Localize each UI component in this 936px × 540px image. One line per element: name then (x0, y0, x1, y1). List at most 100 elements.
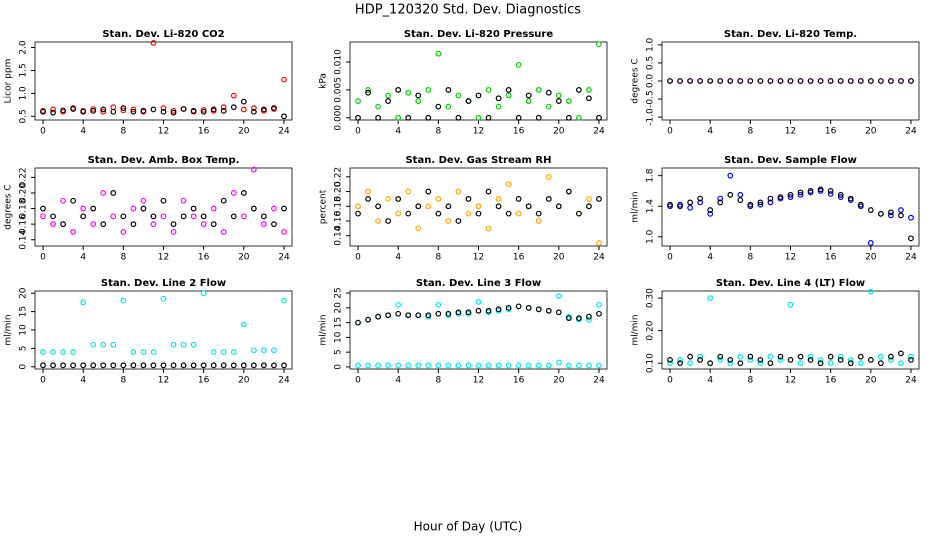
data-point (355, 114, 361, 121)
y-tick-label: 0.18 (19, 198, 29, 218)
x-tick-label: 12 (158, 376, 169, 386)
data-point (80, 362, 87, 369)
data-point (455, 362, 462, 369)
data-point (455, 309, 462, 316)
data-point (807, 357, 814, 363)
x-tick-label: 24 (905, 376, 917, 386)
data-point (130, 205, 137, 212)
data-point (817, 360, 824, 367)
data-point (737, 353, 744, 360)
data-point (687, 360, 694, 367)
data-point (250, 166, 257, 173)
data-point (697, 353, 704, 360)
data-point (100, 190, 107, 196)
data-point (190, 107, 197, 114)
y-axis-label: ml/min (319, 314, 329, 345)
data-point (575, 210, 582, 217)
data-point (180, 213, 187, 220)
data-point (575, 114, 582, 121)
data-point (120, 105, 127, 111)
data-point (515, 61, 522, 68)
data-point (385, 218, 392, 224)
y-tick-label: 0.005 (334, 77, 344, 103)
x-tick-label: 20 (865, 127, 877, 137)
data-point (697, 357, 704, 363)
data-point (908, 78, 914, 84)
data-point (737, 360, 744, 367)
data-point (170, 107, 177, 114)
data-point (425, 87, 432, 93)
data-point (160, 105, 167, 111)
data-point (50, 349, 56, 355)
x-tick-label: 20 (238, 127, 250, 137)
x-tick-label: 16 (825, 127, 837, 137)
main-title: HDP_120320 Std. Dev. Diagnostics (355, 3, 581, 18)
data-point (505, 181, 512, 188)
x-tick-label: 4 (80, 253, 86, 263)
data-point (220, 104, 227, 111)
data-point (465, 309, 472, 316)
data-point (140, 107, 147, 114)
data-point (110, 108, 117, 115)
y-tick-label: 0.14 (334, 225, 344, 245)
data-point (60, 107, 67, 114)
data-point (667, 78, 673, 84)
data-point (887, 357, 894, 363)
x-tick-label: 12 (158, 253, 169, 263)
data-point (877, 210, 884, 217)
data-point (757, 199, 764, 206)
x-tick-label: 0 (355, 127, 361, 137)
data-point (797, 353, 804, 360)
data-point (405, 362, 412, 369)
x-axis-label: Hour of Day (UTC) (414, 520, 523, 534)
data-point (525, 203, 532, 210)
data-point (425, 114, 432, 121)
y-axis-label: percent (319, 189, 329, 224)
data-point (60, 221, 67, 228)
data-point (120, 229, 127, 235)
data-point (375, 313, 382, 320)
data-point (220, 229, 227, 235)
data-point (797, 78, 804, 84)
data-point (90, 106, 97, 112)
data-point (817, 78, 824, 84)
y-tick-label: 25 (334, 287, 344, 298)
data-point (415, 225, 422, 232)
data-point (271, 347, 277, 354)
data-point (50, 221, 56, 228)
data-point (505, 87, 512, 93)
data-point (898, 78, 904, 84)
data-point (687, 204, 694, 211)
data-point (757, 78, 764, 84)
data-point (160, 197, 167, 204)
x-tick-label: 4 (80, 127, 86, 137)
data-point (737, 197, 744, 204)
data-point (807, 188, 814, 194)
data-point (697, 199, 704, 206)
data-point (140, 349, 147, 355)
plot-frame (661, 41, 920, 121)
data-point (505, 362, 512, 369)
data-point (797, 191, 804, 198)
data-point (717, 353, 724, 360)
data-point (807, 353, 814, 360)
data-point (525, 92, 532, 99)
data-point (747, 353, 754, 360)
y-tick-label: 10 (334, 331, 344, 343)
data-point (737, 78, 744, 84)
data-point (707, 295, 714, 302)
data-point (887, 353, 894, 360)
data-point (465, 362, 472, 369)
data-point (120, 107, 127, 114)
y-tick-label: 1.0 (19, 86, 29, 101)
data-point (395, 114, 402, 121)
data-point (707, 78, 714, 84)
data-point (717, 78, 724, 84)
data-point (435, 210, 442, 217)
data-point (827, 353, 834, 360)
data-point (355, 210, 361, 217)
data-point (555, 293, 562, 299)
data-point (455, 188, 462, 195)
data-point (160, 362, 167, 369)
y-axis-label: ml/min (631, 191, 641, 222)
